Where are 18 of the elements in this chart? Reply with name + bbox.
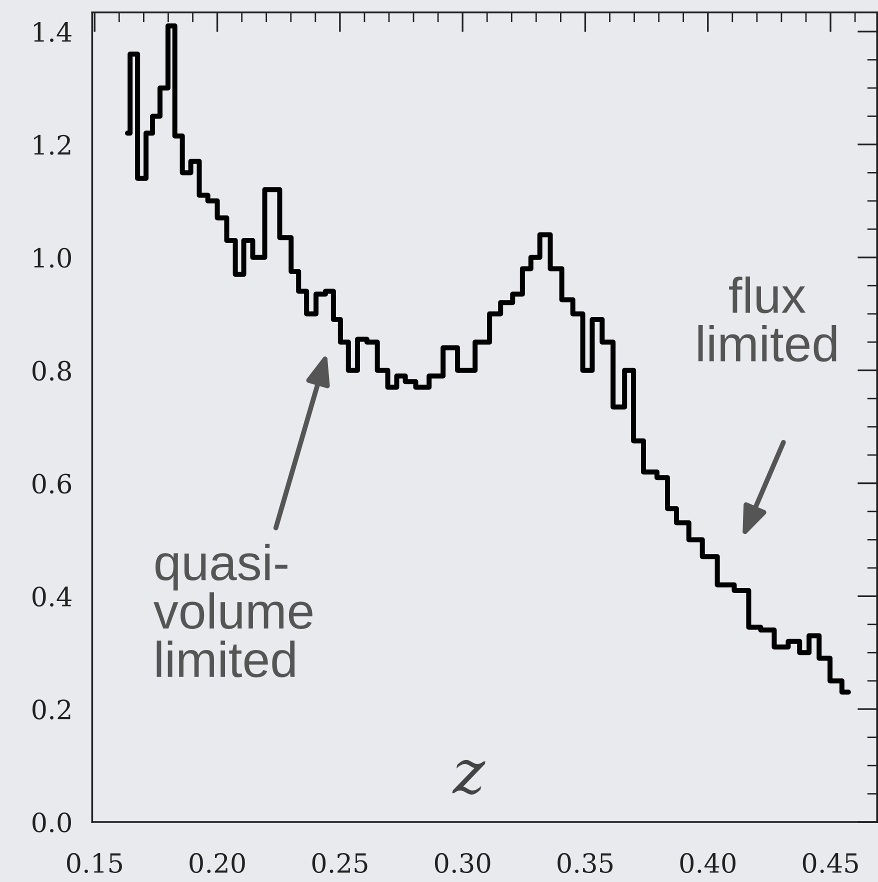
y-tick-label: 1.2	[34, 134, 70, 155]
x-tick-label: 0.20	[190, 853, 245, 874]
y-tick-label: 0.8	[32, 360, 71, 381]
x-tick-label: 0.45	[802, 853, 858, 874]
annotation: quasi- volume limited	[154, 544, 312, 678]
x-axis-title: z	[452, 760, 486, 795]
x-tick-label: 0.25	[312, 853, 368, 874]
y-tick-label: 1.4	[34, 22, 72, 42]
y-tick-label: 1.0	[34, 248, 71, 268]
x-tick-label: 0.35	[558, 853, 613, 874]
x-tick-label: 0.15	[67, 853, 122, 874]
y-tick-label: 0.4	[32, 586, 72, 607]
annotation: flux limited	[698, 276, 836, 362]
x-tick-label: 0.30	[434, 853, 490, 874]
y-tick-label: 0.0	[32, 812, 71, 832]
y-tick-label: 0.6	[32, 474, 72, 494]
x-tick-label: 0.40	[680, 853, 736, 874]
y-tick-label: 0.2	[32, 700, 70, 720]
